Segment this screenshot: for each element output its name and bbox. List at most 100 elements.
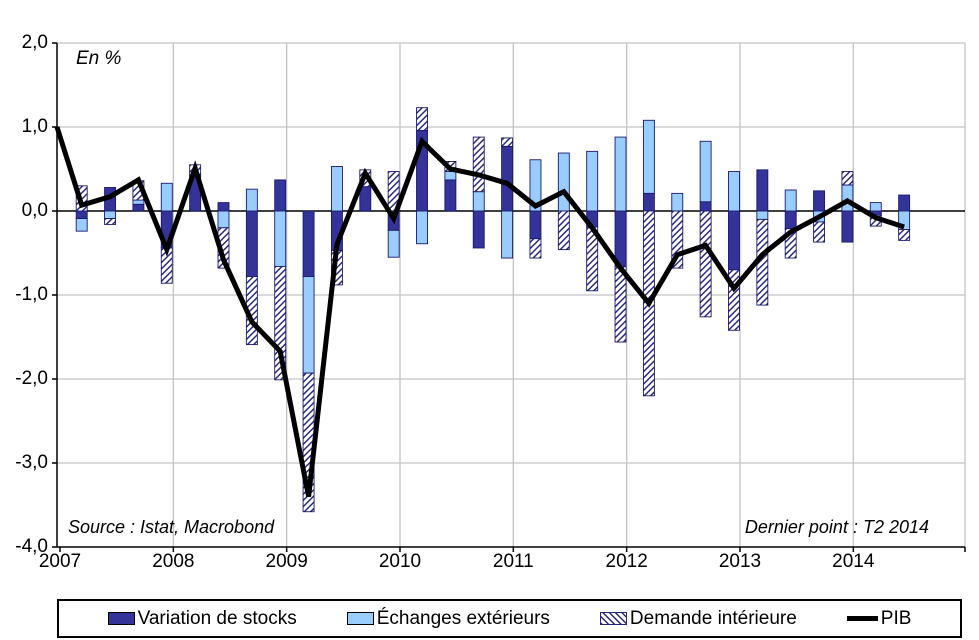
bar-segment-domestic [813,221,826,243]
legend-label: PIB [880,607,912,629]
bar-segment-exchanges [557,152,570,212]
bar-segment-exchanges [586,150,599,212]
bar-segment-stocks [642,192,655,212]
axes [52,42,966,552]
bar-segment-stocks [245,210,258,277]
x-axis-tick-label: 2012 [605,551,648,572]
bar-segment-exchanges [614,136,627,212]
bar-segment-stocks [302,210,315,277]
bar-segment-domestic [416,107,428,131]
source-note: Source : Istat, Macrobond [68,517,275,537]
x-axis-tick-label: 2007 [38,551,82,572]
bar-segment-exchanges [104,210,117,220]
bar-segment-exchanges [671,192,684,212]
bar-segment-domestic [529,238,542,259]
x-axis-tick-label: 2010 [378,551,422,572]
bar-segment-exchanges [387,229,400,258]
unit-label: En % [76,48,122,69]
legend-item-stocks: Variation de stocks [107,607,297,630]
legend-label: Échanges extérieurs [376,607,550,629]
bar-segment-stocks [529,210,542,240]
bar-segment-stocks [614,210,627,267]
bar-segment-exchanges [302,276,315,374]
bar-segment-exchanges [274,210,287,267]
bar-segment-exchanges [869,202,882,212]
bar-segment-stocks [501,145,514,212]
bar-segment-domestic [614,265,627,343]
exchanges-swatch-icon [346,612,374,625]
bar-segment-exchanges [756,210,769,220]
bar-segment-exchanges [132,199,145,205]
bar-segment-stocks [784,210,797,230]
legend-item-exchanges: Échanges extérieurs [346,607,550,630]
legend-item-pib: PIB [846,607,912,630]
bar-segment-stocks [699,201,712,212]
last-point-note: Dernier point : T2 2014 [744,517,929,537]
bar-segment-exchanges [529,159,542,212]
bar-segment-stocks [898,194,911,212]
bar-segment-domestic [274,265,287,381]
gridlines [57,42,966,547]
bar-segment-domestic [671,210,684,269]
bar-segment-domestic [784,228,797,259]
bar-segment-stocks [472,210,485,249]
bar-segment-stocks [841,210,854,243]
pib-line [54,126,905,498]
stocks-swatch-icon [107,612,135,625]
bar-segment-domestic [728,269,740,331]
bar-segment-stocks [728,210,740,271]
y-axis-tick-label: -3,0 [15,452,48,473]
bar-series [75,107,911,513]
y-axis-tick-label: -2,0 [15,368,48,389]
bar-segment-stocks [756,169,769,212]
bar-segment-stocks [132,203,145,212]
bar-segment-exchanges [501,210,514,259]
y-axis-tick-label: 1,0 [21,116,48,137]
bar-segment-exchanges [444,171,457,181]
bar-segment-domestic [472,136,485,193]
bar-segment-stocks [75,210,88,220]
pib-polyline [54,126,905,498]
bar-segment-stocks [359,186,372,212]
legend: Variation de stocks Échanges extérieurs … [57,599,962,638]
bar-segment-stocks [217,202,230,212]
chart-plot-area [52,42,966,552]
x-axis-tick-label: 2008 [152,551,195,572]
bar-segment-domestic [841,171,854,186]
bar-segment-exchanges [416,210,428,245]
bar-segment-exchanges [642,119,655,194]
bar-segment-exchanges [472,191,485,212]
pib-line-swatch-icon [846,616,878,621]
bar-segment-exchanges [841,184,854,212]
legend-item-domestic-demand: Demande intérieure [599,607,797,630]
bar-segment-domestic [699,210,712,318]
bar-segment-exchanges [784,189,797,212]
bar-segment-domestic [387,171,400,212]
y-axis-tick-label: 0,0 [21,200,48,221]
x-axis-tick-label: 2009 [265,551,308,572]
bar-segment-domestic [104,218,117,225]
x-axis-tick-label: 2014 [832,551,875,572]
legend-label: Variation de stocks [137,607,297,629]
bar-segment-exchanges [217,210,230,229]
x-axis-tick-label: 2011 [492,551,534,572]
bar-segment-exchanges [160,182,173,212]
bar-segment-exchanges [699,140,712,203]
domestic-demand-swatch-icon [599,612,627,625]
y-axis-tick-label: 2,0 [21,32,48,53]
bar-segment-exchanges [75,218,88,232]
bar-segment-exchanges [728,171,740,212]
bar-segment-exchanges [330,166,343,212]
bar-segment-domestic [501,137,514,147]
bar-segment-domestic [898,229,911,241]
y-axis-tick-label: -4,0 [15,536,48,557]
bar-segment-domestic [557,210,570,251]
bar-segment-exchanges [245,188,258,212]
bar-segment-stocks [274,179,287,212]
legend-label: Demande intérieure [629,607,797,629]
bar-segment-stocks [444,179,457,212]
bar-segment-stocks [813,190,826,212]
x-axis-tick-label: 2013 [718,551,762,572]
y-axis-tick-label: -1,0 [15,284,48,305]
